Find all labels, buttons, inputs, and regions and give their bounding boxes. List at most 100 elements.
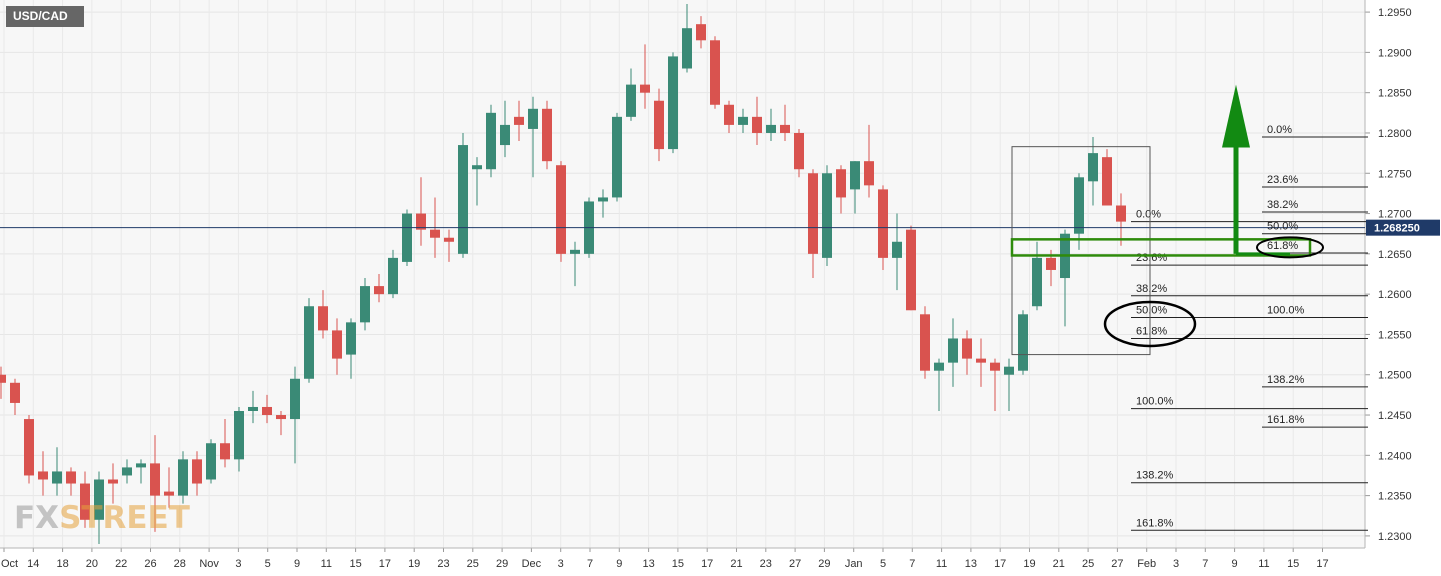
x-tick-label: 21	[1053, 558, 1065, 570]
candle-body	[920, 314, 930, 371]
candle	[570, 241, 580, 287]
x-tick-label: 25	[467, 558, 479, 570]
candle-body	[416, 213, 426, 230]
candle	[556, 161, 566, 262]
candle-body	[710, 40, 720, 105]
candle-body	[1074, 177, 1084, 234]
candle	[346, 318, 356, 379]
y-tick-label: 1.2850	[1378, 88, 1412, 100]
x-tick-label: 15	[349, 558, 361, 570]
candle-body	[220, 443, 230, 460]
candle	[514, 100, 524, 142]
candle-body	[122, 467, 132, 476]
candle	[990, 358, 1000, 411]
candle	[1074, 173, 1084, 250]
fib-level-label: 23.6%	[1267, 174, 1298, 186]
candle	[122, 459, 132, 484]
fib-level-label: 50.0%	[1136, 305, 1167, 317]
candle	[1032, 241, 1042, 311]
candle-body	[304, 306, 314, 379]
candle	[682, 4, 692, 73]
candle	[920, 306, 930, 379]
candle-body	[766, 124, 776, 133]
candle	[766, 108, 776, 142]
candle-body	[682, 28, 692, 69]
x-tick-label: 27	[789, 558, 801, 570]
candle	[24, 415, 34, 484]
x-tick-label: 11	[936, 558, 947, 570]
x-tick-label: Oct	[1, 558, 18, 570]
candle-body	[668, 56, 678, 150]
y-tick-label: 1.2550	[1378, 329, 1412, 341]
candle	[808, 169, 818, 279]
x-tick-label: 23	[437, 558, 449, 570]
x-tick-label: Nov	[199, 558, 219, 570]
candle	[696, 16, 706, 49]
candle	[444, 229, 454, 262]
candle-body	[94, 479, 104, 520]
candle	[472, 157, 482, 206]
y-tick-label: 1.2950	[1378, 7, 1412, 19]
candle-body	[10, 382, 20, 403]
candle	[822, 165, 832, 266]
candle-body	[108, 479, 118, 484]
candle	[318, 290, 328, 339]
x-tick-label: 18	[56, 558, 68, 570]
fib-level-label: 23.6%	[1136, 252, 1167, 264]
candle-body	[402, 213, 412, 262]
candle	[794, 128, 804, 178]
candle	[94, 471, 104, 544]
candle	[1102, 149, 1112, 206]
x-tick-label: 7	[587, 558, 593, 570]
x-tick-label: 17	[379, 558, 391, 570]
candle	[360, 278, 370, 331]
candle	[528, 96, 538, 178]
candle-body	[626, 84, 636, 117]
candle-body	[724, 104, 734, 125]
x-tick-label: 3	[1173, 558, 1179, 570]
current-price-tag-label: 1.268250	[1374, 223, 1420, 235]
x-tick-label: 11	[1258, 558, 1269, 570]
current-price-tag-bg	[1366, 219, 1440, 236]
candle-body	[164, 491, 174, 496]
candle-body	[1116, 205, 1126, 222]
candle-body	[822, 173, 832, 258]
x-tick-label: 25	[1082, 558, 1094, 570]
x-tick-label: 21	[730, 558, 742, 570]
candle	[486, 104, 496, 178]
candle-body	[486, 112, 496, 170]
x-tick-label: 3	[235, 558, 241, 570]
y-tick-label: 1.2750	[1378, 168, 1412, 180]
fib-level-label: 61.8%	[1136, 325, 1167, 337]
candle	[136, 459, 146, 484]
fib-level-label: 0.0%	[1267, 124, 1292, 136]
candle	[164, 467, 174, 508]
candle-body	[850, 161, 860, 190]
candle-body	[500, 124, 510, 146]
fib-level-label: 161.8%	[1136, 517, 1174, 529]
candle-body	[318, 306, 328, 331]
x-tick-label: 19	[1023, 558, 1035, 570]
candle	[892, 213, 902, 291]
candle	[612, 112, 622, 202]
y-tick-label: 1.2600	[1378, 289, 1412, 301]
x-tick-label: 9	[616, 558, 622, 570]
ellipse-50-61-8	[1103, 300, 1197, 348]
x-tick-label: 20	[86, 558, 98, 570]
candle-body	[808, 173, 818, 254]
candle-body	[1004, 366, 1014, 375]
candle	[290, 366, 300, 464]
candle-body	[948, 338, 958, 363]
candle-body	[780, 124, 790, 133]
fib-level-label: 100.0%	[1136, 396, 1174, 408]
x-tick-label: 5	[880, 558, 886, 570]
x-tick-label: 5	[265, 558, 271, 570]
candle-body	[654, 100, 664, 150]
x-tick-label: 19	[408, 558, 420, 570]
candle	[836, 165, 846, 214]
candle-body	[906, 229, 916, 311]
x-tick-label: 29	[496, 558, 508, 570]
fib-level-label: 161.8%	[1267, 414, 1305, 426]
current-price-tag: 1.268250	[1366, 219, 1440, 236]
